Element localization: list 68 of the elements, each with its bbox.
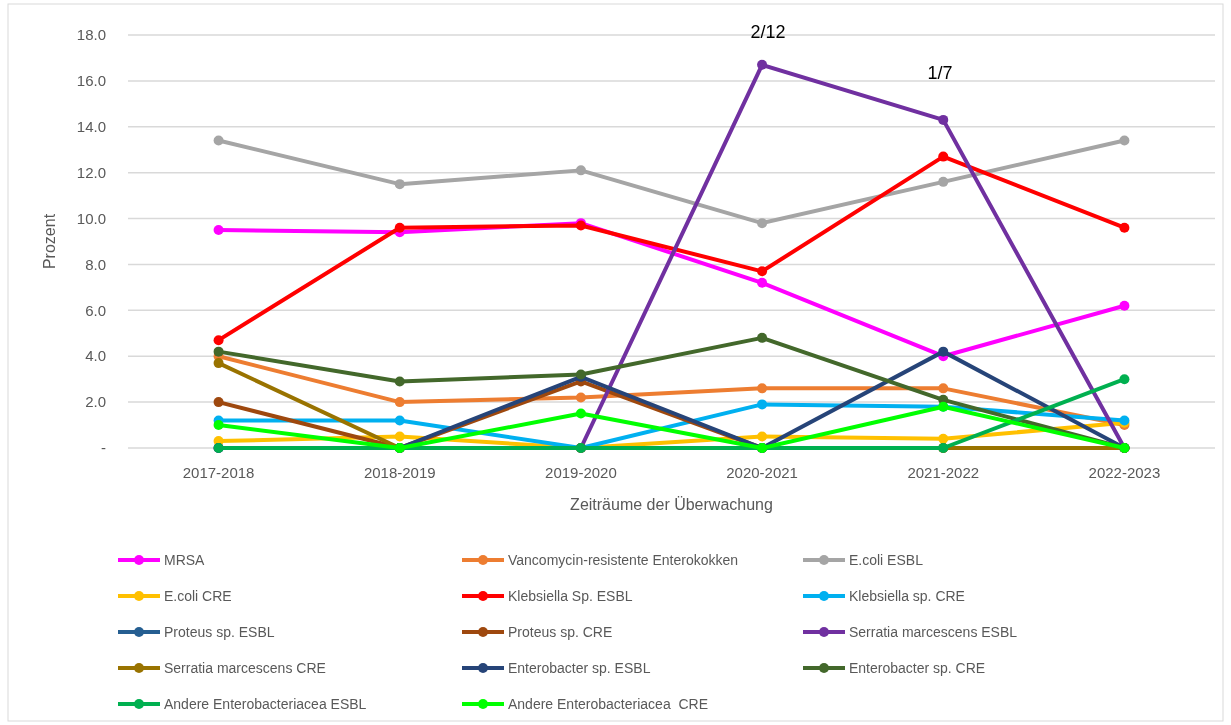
point: [757, 332, 768, 343]
point: [757, 266, 768, 277]
y-tick-label: -: [101, 439, 106, 457]
legend-label: Proteus sp. ESBL: [164, 623, 275, 640]
legend-label: Enterobacter sp. ESBL: [508, 659, 651, 676]
y-tick-label: 14.0: [76, 118, 106, 136]
legend-label: E.coli CRE: [164, 587, 232, 604]
x-tick-label: 2020-2021: [726, 464, 798, 481]
x-tick-label: 2022-2023: [1088, 464, 1161, 481]
x-tick-label: 2019-2020: [545, 464, 617, 481]
point: [213, 397, 224, 408]
point: [213, 335, 224, 346]
y-tick-label: 12.0: [76, 163, 106, 181]
point: [394, 415, 405, 426]
annotation: 2/12: [750, 22, 786, 42]
point: [938, 176, 949, 187]
point: [213, 225, 224, 236]
point: [757, 277, 768, 288]
point: [938, 151, 949, 162]
annotation: 1/7: [927, 63, 953, 83]
x-tick-label: 2017-2018: [182, 464, 255, 481]
y-tick-label: 18.0: [76, 26, 106, 44]
point: [394, 397, 405, 408]
point: [757, 59, 768, 70]
point: [213, 135, 224, 146]
point: [1119, 135, 1130, 146]
point: [1119, 374, 1130, 385]
x-tick-label: 2021-2022: [907, 464, 980, 481]
point: [757, 399, 768, 410]
point: [757, 431, 768, 442]
legend-label: Serratia marcescens CRE: [164, 659, 326, 676]
point: [575, 408, 586, 419]
legend-label: Vancomycin-resistente Enterokokken: [508, 551, 739, 568]
point: [1119, 300, 1130, 311]
legend-label: E.coli ESBL: [849, 551, 924, 568]
legend-label: Proteus sp. CRE: [508, 623, 613, 640]
y-axis-title: Prozent: [41, 213, 58, 270]
legend-label: Enterobacter sp. CRE: [849, 659, 986, 676]
point: [757, 218, 768, 229]
point: [213, 420, 224, 431]
point: [938, 346, 949, 357]
point: [394, 431, 405, 442]
legend-label: Andere Enterobacteriacea ESBL: [164, 695, 367, 712]
y-tick-label: 4.0: [85, 347, 106, 365]
legend-label: Klebsiella Sp. ESBL: [508, 587, 633, 604]
point: [938, 433, 949, 444]
x-axis-title: Zeiträume der Überwachung: [570, 496, 773, 513]
point: [213, 358, 224, 369]
point: [1119, 222, 1130, 233]
point: [575, 165, 586, 176]
x-tick-label: 2018-2019: [363, 464, 436, 481]
y-tick-label: 2.0: [85, 393, 106, 411]
point: [394, 222, 405, 233]
y-tick-label: 16.0: [76, 72, 106, 90]
point: [394, 376, 405, 387]
legend-label: Klebsiella sp. CRE: [849, 587, 965, 604]
legend-label: MRSA: [164, 551, 206, 568]
y-tick-label: 6.0: [85, 301, 106, 319]
point: [575, 392, 586, 403]
y-tick-label: 8.0: [85, 255, 106, 273]
point: [757, 383, 768, 394]
point: [213, 346, 224, 357]
point: [394, 179, 405, 190]
y-tick-label: 10.0: [76, 209, 106, 227]
legend-label: Serratia marcescens ESBL: [849, 623, 1018, 640]
point: [938, 383, 949, 394]
point: [938, 114, 949, 125]
legend-label: Andere Enterobacteriacea CRE: [508, 695, 708, 712]
